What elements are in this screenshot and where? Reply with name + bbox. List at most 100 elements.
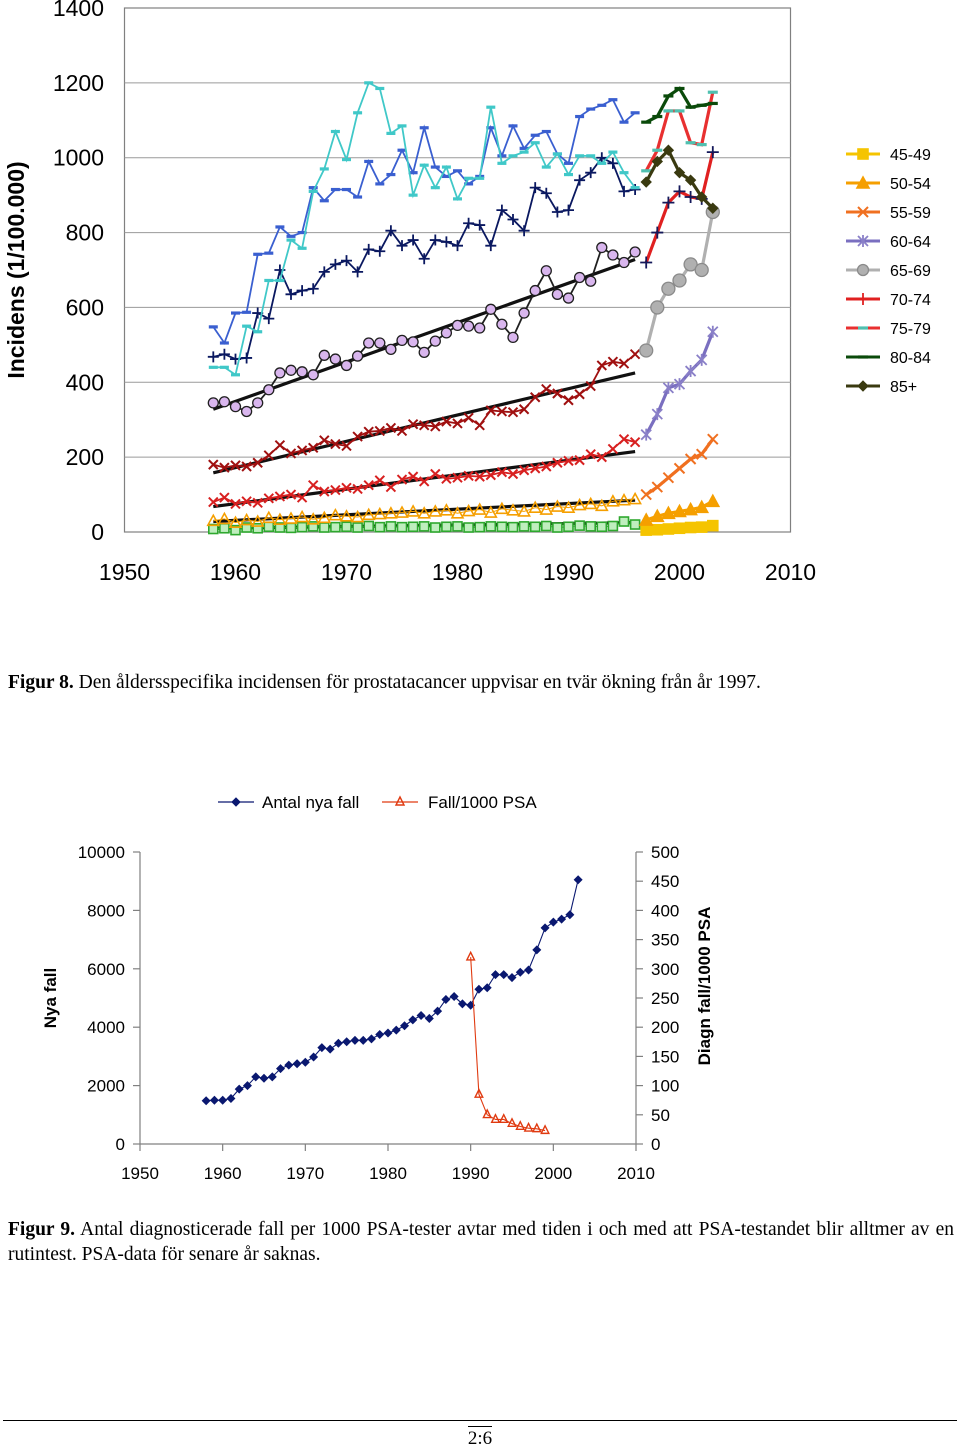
data-point	[695, 191, 708, 203]
data-point	[219, 462, 230, 473]
data-point	[358, 1035, 368, 1045]
legend-label: 85+	[890, 379, 917, 396]
data-point	[374, 425, 386, 437]
data-point	[209, 1095, 219, 1105]
data-point	[607, 157, 619, 169]
data-point	[340, 359, 353, 372]
legend-label: 60-64	[890, 234, 931, 251]
page-number-text: 2:6	[467, 1426, 493, 1449]
x-tick-label: 1960	[204, 1164, 242, 1183]
data-point	[673, 185, 686, 198]
data-point	[429, 234, 441, 246]
data-point	[673, 522, 686, 535]
data-point	[296, 366, 308, 378]
x-tick-label: 2010	[765, 559, 816, 585]
data-point	[463, 470, 474, 482]
data-point	[252, 397, 264, 409]
data-point	[250, 514, 265, 527]
data-point	[342, 1037, 352, 1047]
data-point	[552, 522, 563, 533]
data-point	[418, 346, 430, 358]
data-point	[474, 420, 485, 431]
data-point	[284, 1060, 294, 1070]
data-point	[439, 503, 454, 516]
series-1958-1996	[206, 81, 642, 536]
data-point	[261, 510, 276, 524]
data-point	[518, 521, 530, 532]
y-tick-label: 0	[91, 519, 104, 545]
data-point	[507, 213, 519, 225]
trend-line-60-64	[212, 371, 636, 475]
data-point	[450, 506, 465, 519]
data-point	[276, 1064, 286, 1074]
data-point	[498, 1113, 509, 1123]
y-tick-labels: 0 200 400 600 800 1000 1200 1400	[53, 0, 104, 545]
legend-label: Antal nya fall	[262, 793, 359, 812]
data-point	[351, 350, 364, 362]
data-point	[418, 253, 430, 265]
data-point	[463, 412, 474, 424]
data-point	[541, 461, 552, 472]
data-point	[206, 513, 221, 527]
data-point	[482, 983, 492, 993]
left-tick-label: 10000	[78, 843, 125, 862]
data-point	[551, 206, 563, 218]
legend-label: 75-79	[890, 321, 931, 338]
data-point	[452, 240, 463, 252]
data-point	[552, 388, 563, 399]
data-point	[363, 520, 375, 532]
data-point	[218, 396, 231, 408]
data-point	[563, 521, 574, 533]
data-point	[352, 522, 363, 533]
data-point	[218, 348, 230, 360]
axis-ticks: 0 2000 4000 6000 8000 10000 0 50 100 150 200 250 300…	[78, 843, 680, 1183]
data-point	[574, 520, 585, 531]
data-point	[407, 521, 419, 533]
x-tick-label: 1990	[543, 559, 594, 585]
x-tick-label: 1980	[369, 1164, 407, 1183]
data-point	[406, 504, 420, 517]
x-tick-label: 1970	[321, 559, 372, 585]
data-point	[396, 474, 408, 485]
data-point	[307, 369, 319, 381]
data-point	[485, 405, 497, 416]
data-point	[483, 505, 498, 518]
data-point	[585, 521, 597, 532]
data-point	[529, 182, 541, 194]
data-point	[285, 489, 297, 500]
data-point	[207, 397, 219, 409]
data-point	[518, 465, 530, 476]
data-point	[485, 521, 497, 532]
legend-label: 45-49	[890, 147, 931, 164]
data-point	[285, 364, 297, 376]
x-tick-label: 1950	[121, 1164, 159, 1183]
data-point	[515, 967, 525, 977]
data-point	[361, 507, 376, 521]
data-point	[319, 486, 330, 497]
data-point	[607, 443, 619, 455]
trend-line-65-69	[212, 258, 636, 411]
data-point	[552, 457, 563, 468]
data-point	[441, 473, 452, 485]
data-point	[607, 249, 619, 261]
data-point	[333, 1038, 343, 1048]
data-point	[529, 463, 541, 474]
series-early-50-54	[206, 491, 642, 528]
data-point	[363, 480, 374, 491]
data-point	[618, 185, 630, 197]
y-tick-label: 1000	[53, 145, 104, 171]
series-1997-2003	[638, 86, 721, 536]
legend-entry-45-49: 45-49	[846, 147, 931, 164]
data-point	[482, 1108, 493, 1119]
data-point	[707, 325, 719, 338]
data-point	[540, 1124, 550, 1135]
data-point	[651, 523, 664, 536]
data-point	[384, 506, 398, 519]
data-point	[433, 1006, 443, 1016]
legend: 45-49 50-54 55-59 60-64 65-69 70-74 75-79 80-84…	[846, 147, 931, 396]
left-tick-label: 8000	[87, 901, 125, 920]
data-point	[418, 521, 430, 532]
legend-marker	[857, 235, 869, 247]
data-point	[596, 241, 608, 254]
